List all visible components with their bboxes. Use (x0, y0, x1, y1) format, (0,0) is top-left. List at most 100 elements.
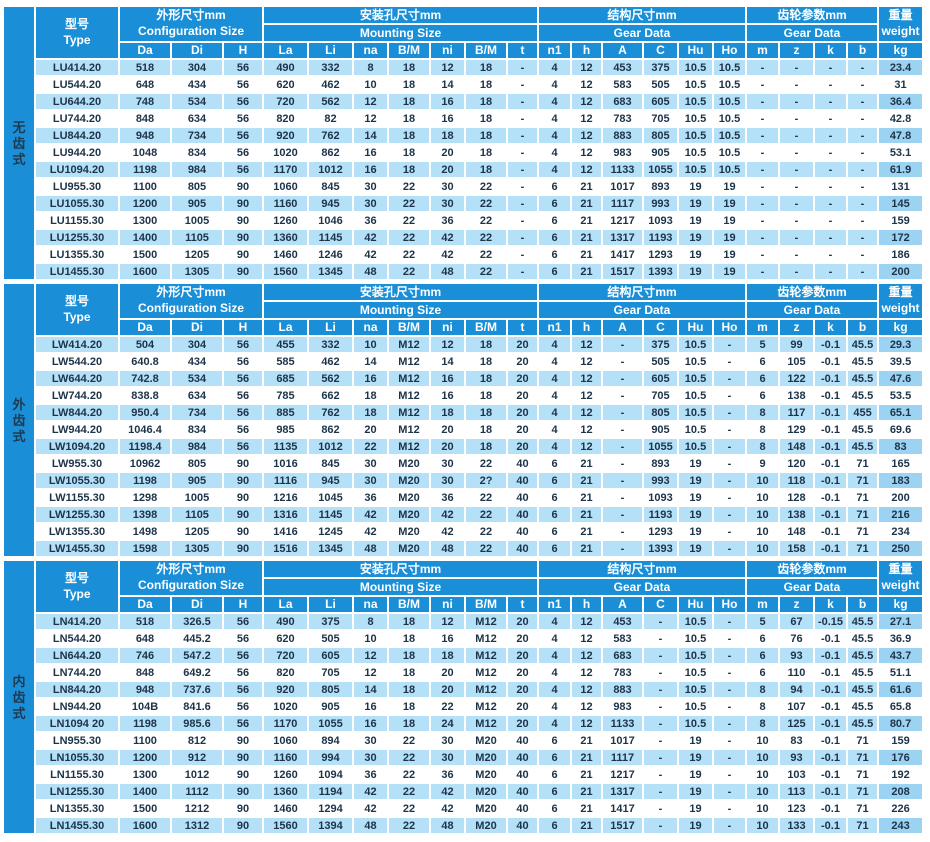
value-cell: M12 (466, 665, 506, 680)
column-header-la: La (264, 43, 307, 58)
column-header-bm-inner: B/M (466, 597, 506, 612)
value-cell: 1100 (120, 733, 170, 748)
value-cell: 22 (389, 213, 429, 228)
value-cell: 172 (879, 230, 923, 245)
value-cell: 6 (747, 648, 778, 663)
value-cell: 21 (572, 733, 601, 748)
value-cell: 4 (539, 354, 570, 369)
column-header-k: k (815, 43, 846, 58)
value-cell: 22 (466, 541, 506, 556)
value-cell: 1017 (603, 733, 642, 748)
value-cell: - (848, 128, 878, 143)
table-row: LN944.20 104B 841.6 56 1020 905 16 18 22 M12 20 4 12… (36, 699, 923, 714)
table-row: LU414.20 518 304 56 490 332 8 18 12 18-4 12 453 375 1… (36, 60, 923, 75)
value-cell: 10.5 (679, 648, 712, 663)
header-group-gear-params-en: Gear Data (747, 25, 878, 41)
section-label: 外齿式 (4, 284, 34, 556)
value-cell: 90 (224, 818, 262, 833)
value-cell: - (508, 77, 537, 92)
value-cell: 45.5 (848, 716, 878, 731)
value-cell: 1345 (309, 541, 352, 556)
value-cell: - (714, 371, 745, 386)
value-cell: 18 (389, 682, 429, 697)
value-cell: 805 (172, 456, 222, 471)
value-cell: 1300 (120, 767, 170, 782)
value-cell: 993 (644, 196, 677, 211)
value-cell: 22 (466, 264, 506, 279)
value-cell: 42 (354, 801, 387, 816)
value-cell: 10.5 (679, 405, 712, 420)
section-body: LW414.20 504 304 56 455 332 10 M12 12 18 20 4 12-375… (36, 337, 923, 556)
value-cell: 6 (539, 767, 570, 782)
value-cell: 56 (224, 371, 262, 386)
value-cell: 20 (431, 439, 464, 454)
value-cell: 30 (431, 733, 464, 748)
value-cell: M20 (466, 750, 506, 765)
value-cell: 1298 (120, 490, 170, 505)
value-cell: 6 (539, 179, 570, 194)
table-row: LN1255.30 1400 1112 90 1360 1194 42 22 42 M20 40 6 2… (36, 784, 923, 799)
value-cell: 36.9 (879, 631, 923, 646)
value-cell: 1212 (172, 801, 222, 816)
value-cell: - (747, 179, 778, 194)
model-cell: LU1455.30 (36, 264, 118, 279)
value-cell: 20 (508, 648, 537, 663)
model-cell: LU944.20 (36, 145, 118, 160)
value-cell: 734 (172, 128, 222, 143)
value-cell: M20 (389, 490, 429, 505)
value-cell: 18 (389, 145, 429, 160)
header-group-gear-params-en: Gear Data (747, 302, 878, 318)
value-cell: 453 (603, 60, 642, 75)
value-cell: - (714, 631, 745, 646)
value-cell: - (780, 213, 813, 228)
value-cell: 20 (508, 716, 537, 731)
header-group-mounting-size-en: Mounting Size (264, 579, 537, 595)
value-cell: 1260 (264, 213, 307, 228)
table-row: LW1455.30 1598 1305 90 1516 1345 48 M20 48 22 40 6 2… (36, 541, 923, 556)
value-cell: - (780, 77, 813, 92)
header-weight: 重量 weight (879, 561, 923, 595)
value-cell: 42 (431, 784, 464, 799)
value-cell: 21 (572, 456, 601, 471)
value-cell: 12 (572, 94, 601, 109)
value-cell: 16 (431, 388, 464, 403)
column-header-b: b (848, 597, 878, 612)
value-cell: 1305 (172, 541, 222, 556)
value-cell: 648 (120, 77, 170, 92)
value-cell: 90 (224, 524, 262, 539)
value-cell: 56 (224, 665, 262, 680)
value-cell: 71 (848, 733, 878, 748)
value-cell: 10.5 (679, 128, 712, 143)
value-cell: 21 (572, 213, 601, 228)
value-cell: - (848, 247, 878, 262)
value-cell: 104B (120, 699, 170, 714)
value-cell: - (714, 818, 745, 833)
value-cell: 22 (389, 179, 429, 194)
model-cell: LW744.20 (36, 388, 118, 403)
configuration-size-cn: 外形尺寸mm (156, 8, 226, 23)
value-cell: 16 (354, 371, 387, 386)
value-cell: 375 (644, 60, 677, 75)
value-cell: 945 (309, 473, 352, 488)
value-cell: 10.5 (714, 145, 745, 160)
value-cell: 31 (879, 77, 923, 92)
value-cell: 6 (539, 818, 570, 833)
value-cell: 18 (389, 665, 429, 680)
value-cell: - (714, 648, 745, 663)
value-cell: - (644, 733, 677, 748)
type-column-header: 型号 Type (36, 561, 118, 612)
table-row: LN744.20 848 649.2 56 820 705 12 18 20 M12 20 4 12 78… (36, 665, 923, 680)
value-cell: 12 (572, 60, 601, 75)
spec-section: 无齿式 型号 Type 外形尺寸mm Configurati (4, 5, 926, 281)
value-cell: - (714, 614, 745, 629)
value-cell: M20 (389, 507, 429, 522)
value-cell: 1393 (644, 264, 677, 279)
value-cell: - (714, 665, 745, 680)
value-cell: 21 (572, 524, 601, 539)
value-cell: 40 (508, 801, 537, 816)
value-cell: -0.1 (815, 682, 846, 697)
value-cell: - (644, 648, 677, 663)
value-cell: 45.5 (848, 631, 878, 646)
value-cell: 1055 (309, 716, 352, 731)
value-cell: 1517 (603, 264, 642, 279)
